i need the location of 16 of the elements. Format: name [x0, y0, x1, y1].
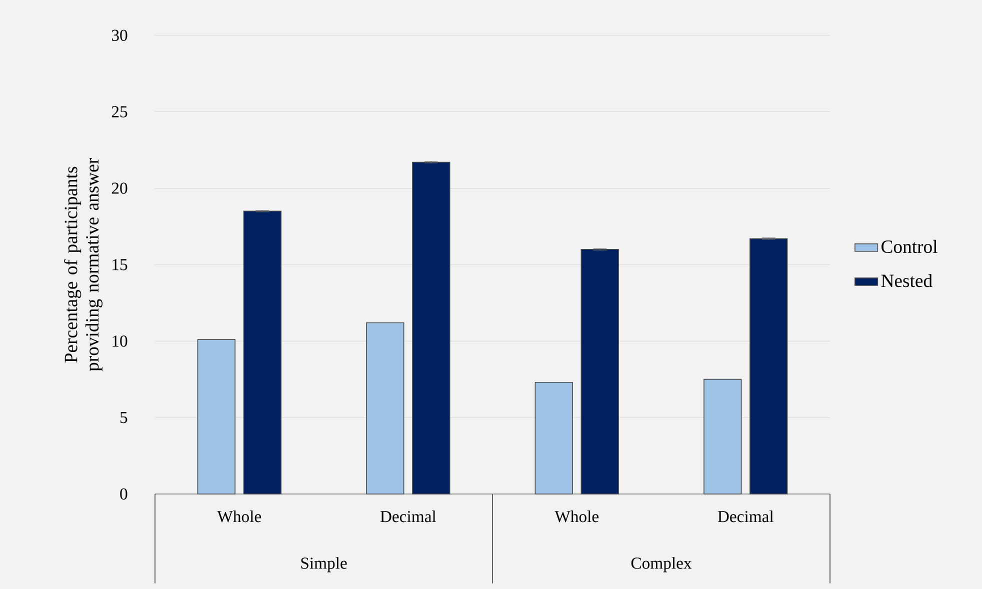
y-tick-label: 30	[112, 30, 128, 41]
y-axis-title: Percentage of participants providing normative answer	[64, 158, 102, 372]
y-tick-label: 10	[112, 335, 128, 347]
y-tick-label: 25	[112, 106, 128, 118]
y-tick-label: 20	[112, 182, 128, 194]
x-tick-label: Decimal	[718, 510, 774, 522]
text: Complex	[631, 557, 692, 572]
text: Simple	[301, 557, 347, 572]
legend-label: Control	[882, 240, 938, 254]
legend-label: Nested	[881, 274, 932, 288]
x-tick-label: Whole	[217, 510, 262, 522]
x-tick-label: Whole	[554, 510, 599, 522]
y-tick-label: 15	[112, 259, 128, 270]
y-tick-label: 5	[120, 412, 128, 424]
y-tick-label: 0	[120, 488, 128, 500]
x-tick-label: Decimal	[380, 510, 436, 522]
